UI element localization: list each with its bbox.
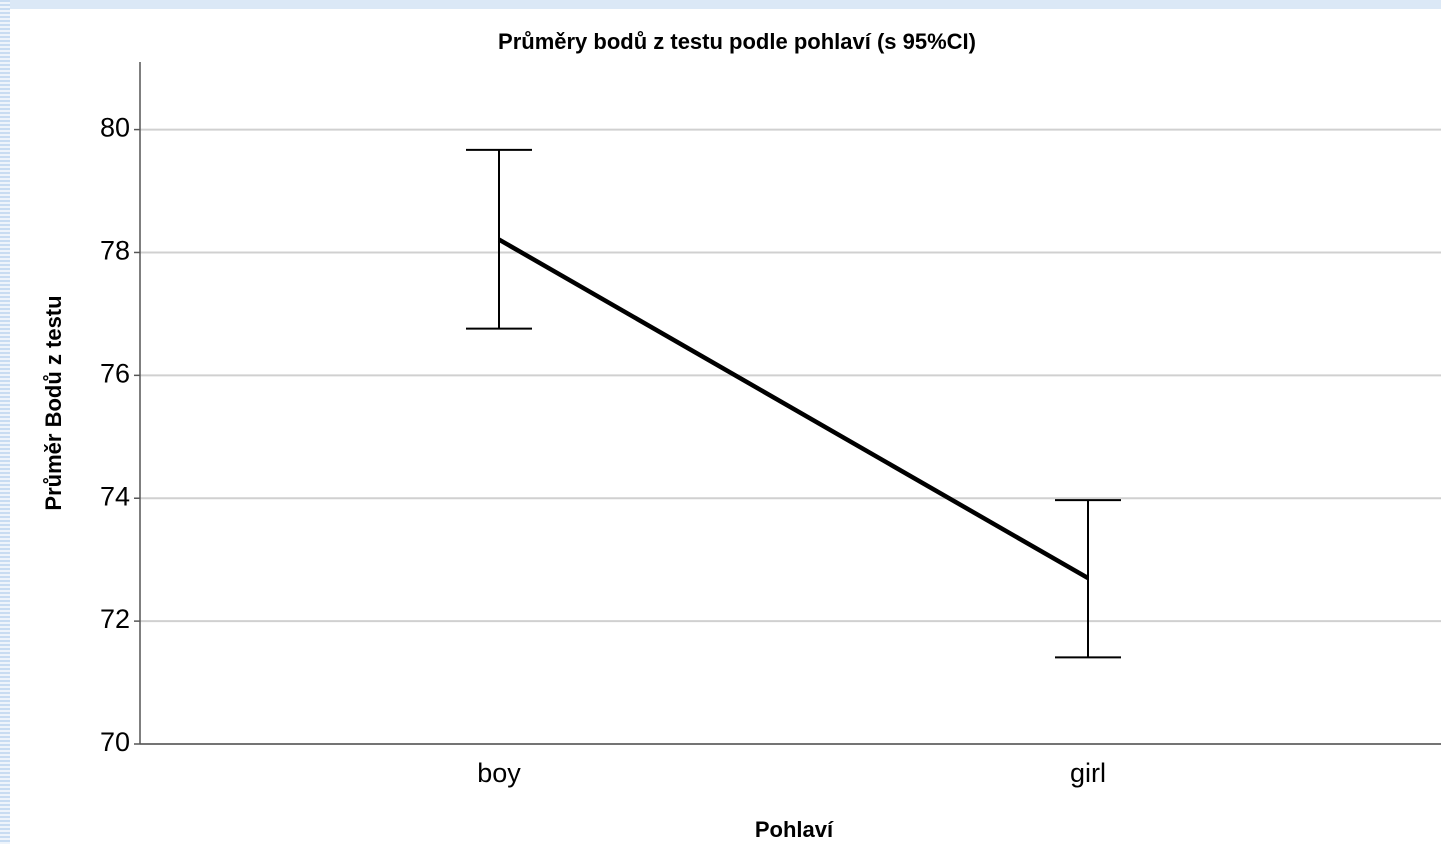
x-axis-label: Pohlaví — [755, 817, 834, 842]
chart-title: Průměry bodů z testu podle pohlaví (s 95… — [498, 29, 976, 54]
y-tick-label: 76 — [100, 358, 130, 388]
mean-line — [497, 237, 1090, 581]
x-tick-label: boy — [477, 758, 521, 788]
x-tick-label: girl — [1070, 758, 1106, 788]
y-tick-label: 80 — [100, 113, 130, 143]
window-left-border — [0, 0, 10, 844]
y-tick-label: 74 — [100, 481, 130, 511]
y-axis-label: Průměr Bodů z testu — [41, 295, 66, 510]
y-tick-label: 72 — [100, 604, 130, 634]
window-top-border — [0, 0, 1441, 9]
y-tick-label: 70 — [100, 727, 130, 757]
y-tick-label: 78 — [100, 236, 130, 266]
